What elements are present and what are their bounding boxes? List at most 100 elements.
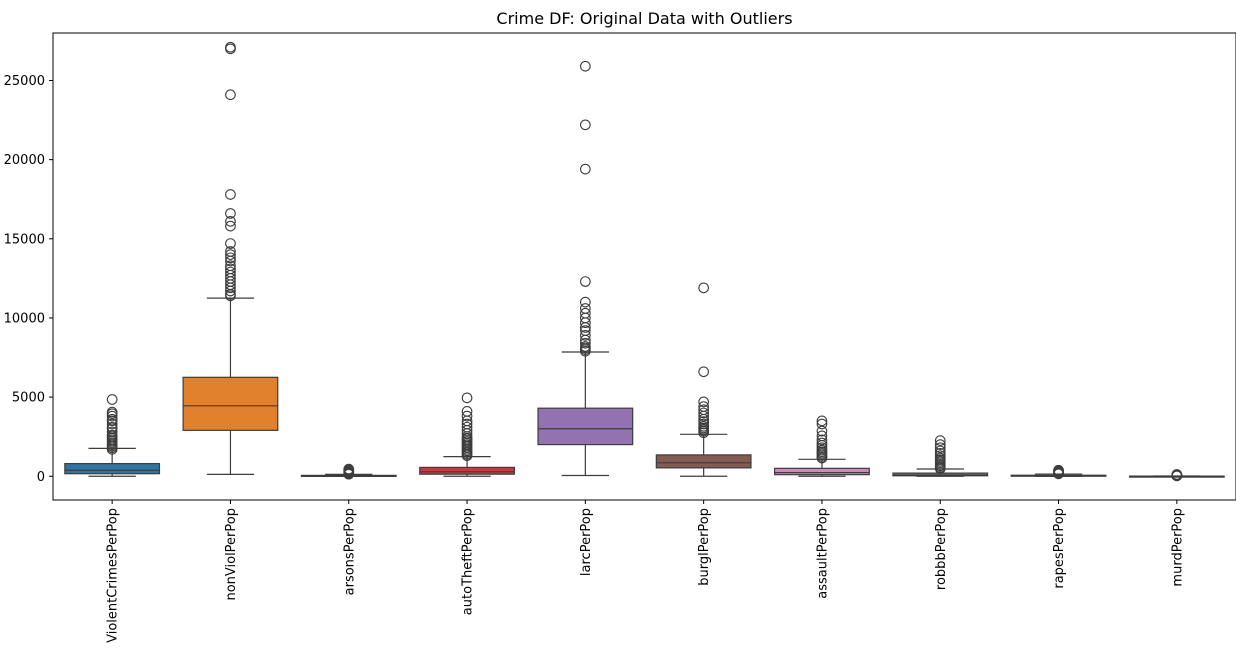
outlier-point [225, 208, 236, 219]
outlier-point [1171, 469, 1183, 480]
box-robbbPerPop [892, 435, 989, 477]
y-tick-label: 5000 [12, 391, 45, 406]
y-tick-label: 0 [37, 470, 45, 485]
outlier-point [225, 220, 236, 232]
outlier-point [579, 60, 591, 72]
y-tick-label: 20000 [4, 153, 45, 168]
iqr-box [182, 376, 279, 431]
box-assaultPerPop [774, 415, 870, 477]
outlier-point [106, 429, 118, 441]
box-murdPerPop [1128, 469, 1225, 482]
outlier-point [1053, 464, 1064, 476]
iqr-box [655, 454, 752, 469]
outlier-point [698, 396, 710, 408]
box-arsonsPerPop [300, 463, 397, 480]
outlier-point [106, 410, 118, 422]
x-tick-label: rapesPerPop [1052, 508, 1067, 589]
box-autoTheftPerPop [419, 392, 515, 477]
outlier-point [106, 421, 118, 433]
outlier-point [816, 415, 828, 427]
x-tick-label: arsonsPerPop [342, 508, 357, 595]
x-tick-label: ViolentCrimesPerPop [106, 508, 121, 643]
x-tick-label: nonViolPerPop [224, 508, 239, 601]
outlier-point [579, 163, 591, 175]
outlier-point [225, 246, 236, 257]
outlier-point [225, 216, 236, 227]
chart-title: Crime DF: Original Data with Outliers [496, 9, 792, 28]
outlier-point [106, 418, 118, 430]
outlier-point [225, 189, 236, 200]
outlier-point [579, 325, 591, 336]
iqr-box [774, 467, 870, 476]
outlier-point [816, 418, 828, 430]
outlier-point [698, 407, 710, 419]
outlier-point [698, 366, 710, 378]
outlier-point [698, 401, 710, 412]
y-tick-label: 15000 [4, 232, 45, 247]
box-burglPerPop [655, 282, 752, 477]
outlier-point [225, 252, 236, 264]
outlier-point [816, 442, 828, 454]
outlier-point [934, 445, 946, 457]
outlier-point [225, 238, 236, 249]
outlier-point [343, 463, 355, 475]
plot-frame [52, 32, 1236, 501]
outlier-point [579, 296, 591, 308]
outlier-point [934, 439, 946, 450]
outlier-point [579, 276, 591, 287]
outlier-point [461, 410, 473, 422]
iqr-box [419, 466, 515, 475]
outlier-point [461, 418, 473, 430]
outlier-point [225, 263, 236, 275]
outlier-point [225, 266, 236, 278]
outlier-point [698, 416, 710, 427]
outlier-point [579, 337, 591, 349]
x-tick-label: robbbPerPop [934, 508, 949, 590]
outlier-point [461, 421, 473, 433]
outlier-point [106, 394, 118, 405]
box-ViolentCrimesPerPop [64, 394, 161, 477]
outlier-point [225, 89, 236, 101]
outlier-point [816, 434, 828, 446]
x-tick-label: murdPerPop [1170, 508, 1185, 587]
outlier-point [698, 421, 710, 432]
outlier-point [579, 341, 591, 352]
iqr-box [64, 462, 161, 475]
outlier-point [461, 405, 473, 417]
box-nonViolPerPop [182, 41, 279, 475]
x-tick-label: burglPerPop [697, 508, 712, 586]
outlier-point [106, 413, 118, 425]
outlier-point [461, 392, 473, 404]
x-tick-label: autoTheftPerPop [461, 508, 476, 615]
outlier-point [816, 430, 828, 442]
y-tick-label: 10000 [4, 311, 45, 326]
outlier-point [934, 447, 946, 459]
outlier-point [816, 425, 828, 437]
x-axis: ViolentCrimesPerPop nonViolPerPop arsonsPe… [106, 500, 1185, 643]
outlier-point [106, 406, 118, 418]
outlier-point [579, 303, 591, 314]
outlier-point [816, 437, 828, 449]
outlier-point [579, 307, 591, 319]
outlier-point [225, 260, 236, 272]
x-tick-label: larcPerPop [579, 508, 594, 576]
outlier-point [934, 450, 946, 462]
plot-area [64, 41, 1225, 482]
box-larcPerPop [537, 60, 634, 477]
outlier-point [934, 435, 946, 446]
outlier-point [579, 330, 591, 341]
outlier-point [816, 444, 828, 456]
outlier-point [698, 418, 710, 430]
y-axis: 0 5000 10000 15000 20000 25000 [4, 74, 53, 485]
y-tick-label: 25000 [4, 74, 45, 89]
outlier-point [934, 452, 946, 464]
iqr-box [537, 407, 634, 446]
box-rapesPerPop [1010, 464, 1107, 480]
outlier-point [579, 119, 591, 131]
outlier-point [225, 249, 236, 260]
outlier-point [698, 282, 710, 294]
x-tick-label: assaultPerPop [815, 508, 830, 599]
outlier-point [106, 426, 118, 438]
outlier-point [225, 41, 236, 53]
